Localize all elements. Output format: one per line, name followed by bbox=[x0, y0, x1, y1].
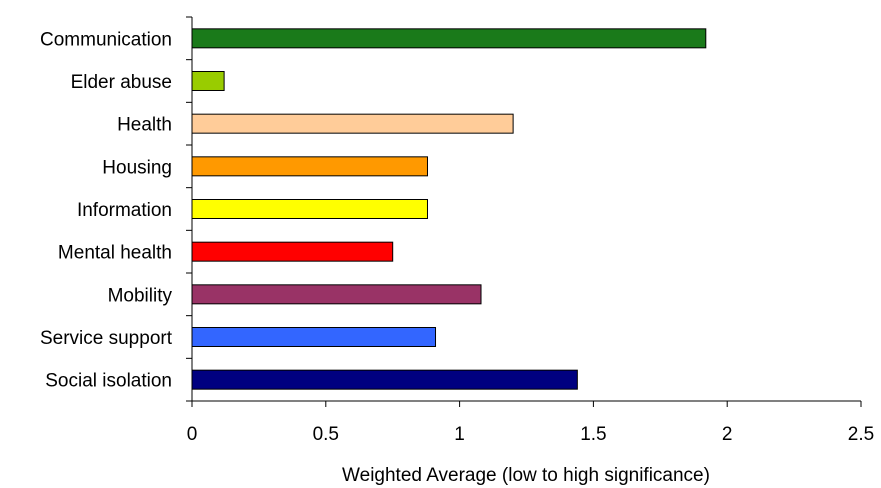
x-tick-label: 2.5 bbox=[848, 424, 874, 445]
x-tick-label: 2 bbox=[722, 424, 733, 445]
category-label: Housing bbox=[102, 157, 172, 178]
bars-group bbox=[191, 28, 707, 390]
x-tick-label: 0.5 bbox=[313, 424, 339, 445]
category-labels-group: Communication Elder abuse Health Housing Inf… bbox=[40, 29, 173, 391]
bar-mobility bbox=[191, 284, 482, 305]
x-tick-label: 1 bbox=[454, 424, 465, 445]
category-label: Health bbox=[117, 115, 172, 136]
x-tick-label: 0 bbox=[187, 424, 198, 445]
bar-housing bbox=[191, 156, 428, 177]
x-tick-label: 1.5 bbox=[580, 424, 606, 445]
axes-group: 0 0.5 1 1.5 2 2.5 bbox=[186, 16, 874, 445]
category-label: Service support bbox=[40, 328, 173, 349]
bar-mental-health bbox=[191, 241, 394, 262]
bar-information bbox=[191, 199, 428, 219]
x-axis-title: Weighted Average (low to high significan… bbox=[342, 465, 710, 486]
bar-elder-abuse bbox=[191, 71, 225, 91]
category-label: Communication bbox=[40, 29, 172, 50]
bar-service-support bbox=[191, 327, 437, 347]
category-label: Mobility bbox=[108, 285, 173, 306]
category-label: Social isolation bbox=[45, 371, 172, 392]
bar-social-isolation bbox=[191, 369, 578, 390]
bar-communication bbox=[191, 28, 707, 49]
category-label: Mental health bbox=[58, 243, 172, 264]
category-label: Information bbox=[77, 200, 172, 221]
category-label: Elder abuse bbox=[71, 72, 172, 93]
bar-health bbox=[191, 113, 514, 134]
